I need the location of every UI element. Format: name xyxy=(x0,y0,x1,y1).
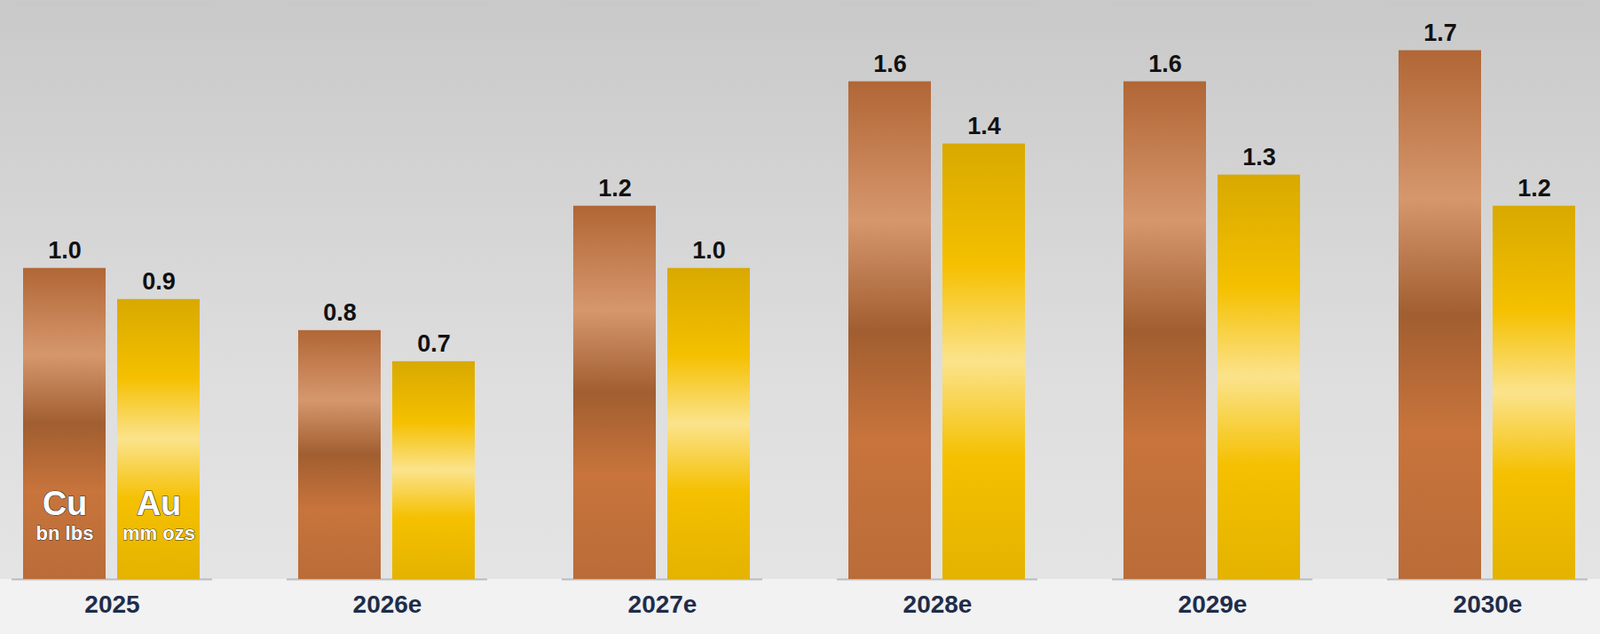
svg-text:2027e: 2027e xyxy=(628,590,698,618)
svg-text:mm ozs: mm ozs xyxy=(122,521,196,544)
svg-text:1.7: 1.7 xyxy=(1423,19,1458,47)
svg-text:2028e: 2028e xyxy=(903,590,973,618)
svg-text:1.2: 1.2 xyxy=(598,174,632,202)
svg-text:1.0: 1.0 xyxy=(692,236,726,264)
svg-text:0.9: 0.9 xyxy=(141,267,176,295)
svg-text:Au: Au xyxy=(136,484,182,522)
svg-text:Cu: Cu xyxy=(42,484,88,522)
svg-text:1.6: 1.6 xyxy=(1148,50,1183,78)
svg-text:2025: 2025 xyxy=(84,590,140,618)
svg-text:2030e: 2030e xyxy=(1453,590,1523,618)
svg-text:2026e: 2026e xyxy=(353,590,423,618)
svg-text:1.4: 1.4 xyxy=(967,112,1001,140)
svg-text:2029e: 2029e xyxy=(1178,590,1248,618)
svg-text:0.7: 0.7 xyxy=(417,330,451,357)
svg-text:1.3: 1.3 xyxy=(1242,143,1277,171)
svg-text:1.0: 1.0 xyxy=(47,236,82,264)
svg-text:1.2: 1.2 xyxy=(1517,174,1552,202)
svg-text:0.8: 0.8 xyxy=(323,299,357,326)
svg-text:bn lbs: bn lbs xyxy=(36,521,95,544)
svg-text:1.6: 1.6 xyxy=(873,50,907,78)
